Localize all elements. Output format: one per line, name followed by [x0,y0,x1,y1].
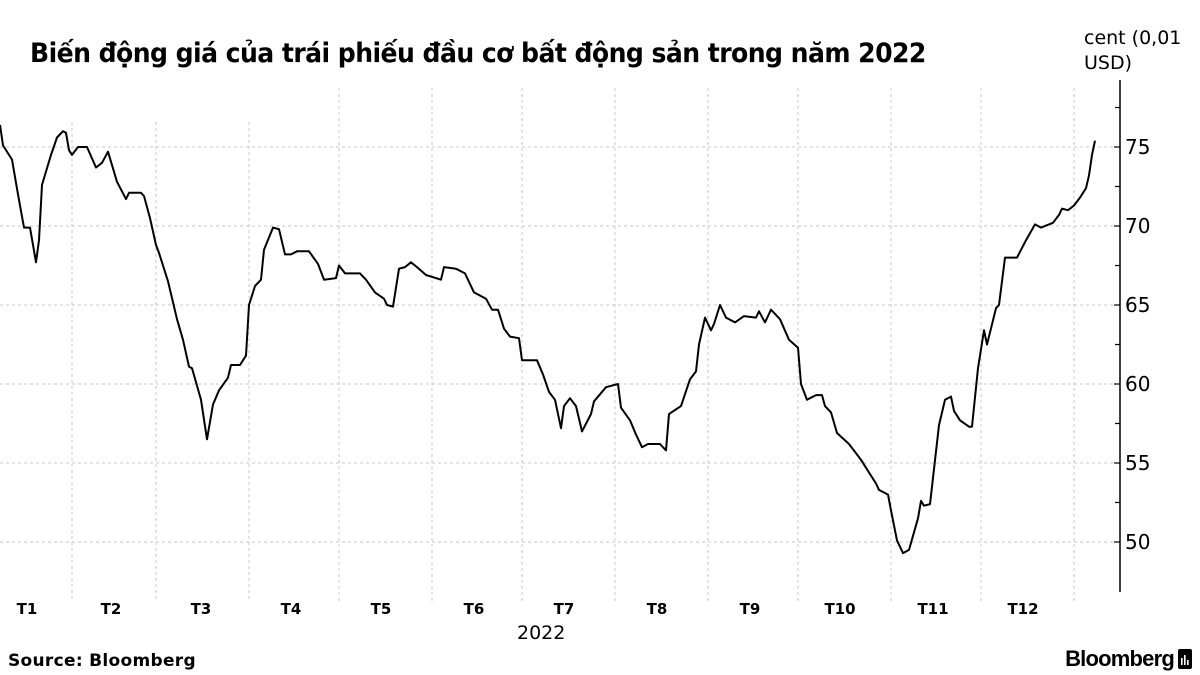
x-tick-label: T2 [101,600,122,618]
y-tick-label: 50 [1125,530,1150,554]
x-tick-label: T8 [647,600,668,618]
x-axis-ticks: T1 T2 T3 T4 T5 T6 T7 T8 T9 T10 T11 T12 [17,600,1039,618]
y-axis: 50 55 60 65 70 75 [1114,80,1150,592]
x-tick-label: T7 [554,600,575,618]
x-tick-label: T6 [464,600,485,618]
x-tick-label: T10 [824,600,855,618]
bloomberg-terminal-icon [1178,649,1192,669]
y-tick-label: 75 [1125,135,1150,159]
x-tick-label: T3 [191,600,212,618]
y-tick-label: 60 [1125,372,1150,396]
logo-text: Bloomberg [1065,646,1175,671]
source-note: Source: Bloomberg [8,651,196,671]
y-tick-label: 65 [1125,293,1150,317]
x-tick-label: T4 [281,600,302,618]
price-line [0,124,1096,555]
y-axis-unit-label: cent (0,01 USD) [1084,27,1182,74]
y-tick-label: 70 [1125,214,1150,238]
gridlines [0,88,1120,602]
x-tick-label: T9 [740,600,761,618]
y-tick-label: 55 [1125,451,1150,475]
x-tick-label: T5 [371,600,392,618]
chart-title: Biến động giá của trái phiếu đầu cơ bất … [30,38,926,69]
x-tick-label: T11 [917,600,948,618]
bloomberg-logo: Bloomberg [1065,646,1192,672]
x-tick-label: T1 [17,600,38,618]
x-tick-label: T12 [1007,600,1038,618]
x-axis-label: 2022 [517,622,566,644]
